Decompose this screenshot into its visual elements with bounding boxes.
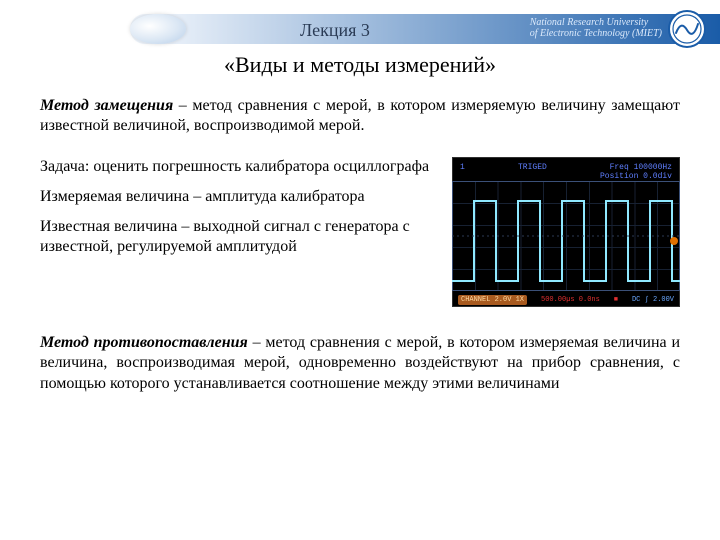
header-accent [130, 14, 186, 44]
scope-readout-pos: Position 0.0div [600, 172, 672, 181]
definition-term-1: Метод замещения [40, 97, 173, 114]
university-logo-icon [668, 10, 706, 48]
scope-coupling-marker: ■ [614, 296, 618, 304]
lecture-number: Лекция 3 [300, 20, 370, 41]
known-text: Известная величина – выходной сигнал с г… [40, 217, 432, 257]
scope-timebase: 500.00µs 0.0ns [541, 296, 600, 304]
oscilloscope-graphic: 1 TRIGED Freq 100000Hz Position 0.0div [452, 157, 680, 307]
scope-grid [452, 181, 680, 291]
slide-root: Лекция 3 National Research University of… [0, 0, 720, 540]
scope-footer: CHANNEL 2.0V 1X 500.00µs 0.0ns ■ DC ∫ 2.… [458, 295, 674, 305]
measured-text: Измеряемая величина – амплитуда калибрат… [40, 187, 432, 207]
definition-opposition: Метод противопоставления – метод сравнен… [40, 333, 680, 394]
definition-substitution: Метод замещения – метод сравнения с меро… [40, 96, 680, 137]
slide-body: Метод замещения – метод сравнения с меро… [0, 96, 720, 394]
scope-readouts-top: 1 TRIGED Freq 100000Hz Position 0.0div [460, 163, 672, 181]
university-line1: National Research University [530, 18, 662, 29]
task-text: Задача: оценить погрешность калибратора … [40, 157, 432, 177]
scope-readout-ch: 1 [460, 163, 465, 181]
example-text-column: Задача: оценить погрешность калибратора … [40, 157, 432, 307]
scope-waveform [452, 181, 680, 291]
university-name: National Research University of Electron… [530, 18, 662, 39]
definition-term-2: Метод противопоставления [40, 334, 248, 351]
scope-readout-freq: Freq 100000Hz [610, 163, 672, 172]
example-row: Задача: оценить погрешность калибратора … [40, 157, 680, 307]
scope-readout-trig: TRIGED [518, 163, 547, 181]
university-line2: of Electronic Technology (MIET) [530, 29, 662, 40]
slide-title: «Виды и методы измерений» [0, 52, 720, 78]
scope-channel-chip: CHANNEL 2.0V 1X [458, 295, 527, 305]
header: Лекция 3 National Research University of… [0, 0, 720, 48]
scope-coupling-right: DC ∫ 2.00V [632, 296, 674, 304]
